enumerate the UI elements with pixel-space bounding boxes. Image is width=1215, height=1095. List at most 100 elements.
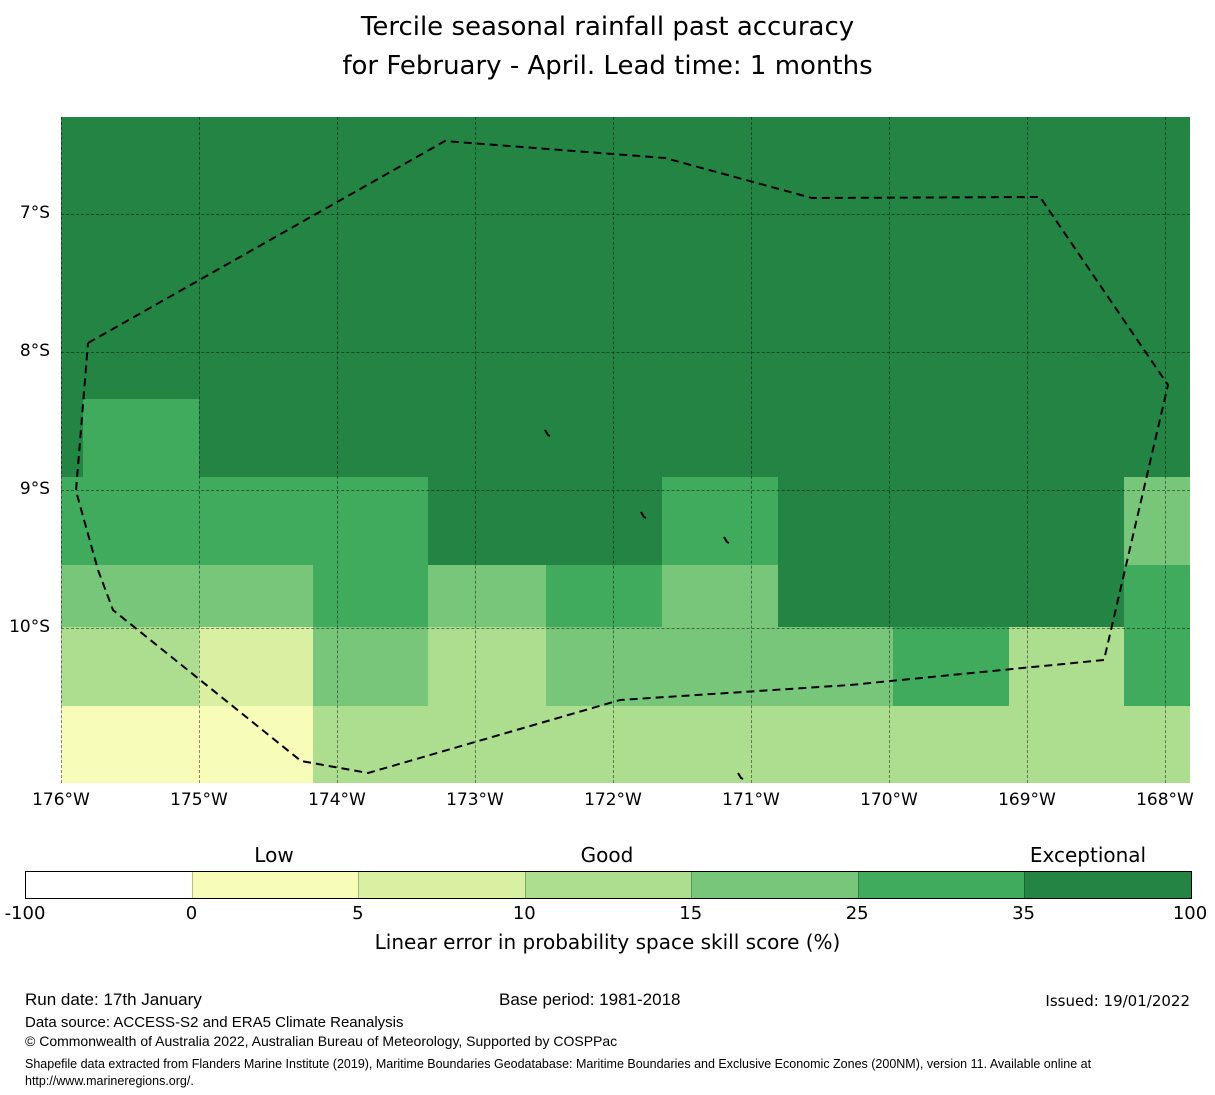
island-mark <box>640 511 647 519</box>
map-plot-area <box>61 117 1190 783</box>
map-grid-cell <box>893 627 1009 706</box>
chart-title: Tercile seasonal rainfall past accuracy … <box>0 8 1215 86</box>
map-grid-cell <box>546 399 662 477</box>
map-grid-cell <box>61 399 83 477</box>
longitude-gridline <box>199 117 200 783</box>
map-grid-cell <box>313 399 428 477</box>
longitude-tick-label: 168°W <box>1136 790 1194 810</box>
eez-dashed-boundary <box>74 139 1170 775</box>
longitude-tick-label: 170°W <box>860 790 918 810</box>
colorbar-category-low: Low <box>254 843 294 867</box>
map-grid-cell <box>1009 117 1124 399</box>
longitude-gridline <box>613 117 614 783</box>
map-grid-cell <box>1009 706 1124 783</box>
longitude-tick-label: 173°W <box>446 790 504 810</box>
run-date-text: Run date: 17th January <box>25 990 202 1009</box>
map-grid-cell <box>313 706 428 783</box>
map-grid-cell <box>428 117 546 399</box>
colorbar-bin-5-10 <box>358 872 525 898</box>
colorbar-tick-label: 100 <box>1172 903 1208 924</box>
map-grid-cell <box>778 706 893 783</box>
longitude-gridline <box>61 117 62 783</box>
map-grid-cell <box>61 117 83 399</box>
map-grid-cell <box>546 627 662 706</box>
map-grid-cell <box>893 117 1009 399</box>
longitude-gridline <box>475 117 476 783</box>
map-grid-cell <box>199 565 313 627</box>
map-grid-cell <box>199 706 313 783</box>
latitude-gridline <box>61 628 1190 629</box>
map-grid-cell <box>662 706 778 783</box>
map-grid-cell <box>313 565 428 627</box>
map-grid-cell <box>83 706 199 783</box>
map-grid-cell <box>546 565 662 627</box>
colorbar-tick-label: 25 <box>845 903 869 924</box>
map-grid-cell <box>1009 565 1124 627</box>
map-grid-cell <box>778 117 893 399</box>
longitude-gridline <box>1027 117 1028 783</box>
latitude-gridline <box>61 214 1190 215</box>
island-mark <box>723 536 730 544</box>
data-source-text: Data source: ACCESS-S2 and ERA5 Climate … <box>25 1014 404 1031</box>
map-grid-cell <box>83 627 199 706</box>
latitude-tick-label: 9°S <box>19 479 50 499</box>
longitude-tick-label: 171°W <box>722 790 780 810</box>
map-grid-cell <box>893 565 1009 627</box>
map-grid-cell <box>546 477 662 565</box>
map-grid-cell <box>313 627 428 706</box>
colorbar-tick-label: 35 <box>1012 903 1036 924</box>
latitude-tick-label: 7°S <box>19 203 50 223</box>
colorbar-axis-label: Linear error in probability space skill … <box>374 930 841 954</box>
colorbar-bin-35-100 <box>1024 872 1192 898</box>
longitude-gridline <box>1165 117 1166 783</box>
map-grid-cell <box>1124 477 1190 565</box>
map-grid-cell <box>61 706 83 783</box>
colorbar <box>25 871 1192 899</box>
longitude-gridline <box>751 117 752 783</box>
map-grid-cell <box>1009 627 1124 706</box>
map-grid-cell <box>61 565 83 627</box>
longitude-tick-label: 175°W <box>170 790 228 810</box>
map-grid-cell <box>83 399 199 477</box>
map-grid-cell <box>662 477 778 565</box>
map-grid-cell <box>61 627 83 706</box>
longitude-tick-label: 176°W <box>32 790 90 810</box>
colorbar-tick-label: 0 <box>185 903 198 924</box>
colorbar-bin-15-25 <box>691 872 858 898</box>
map-grid-cell <box>546 706 662 783</box>
map-grid-cell <box>1124 399 1190 477</box>
longitude-gridline <box>337 117 338 783</box>
map-grid-cell <box>199 477 313 565</box>
map-grid-cell <box>199 627 313 706</box>
map-grid-cell <box>428 477 546 565</box>
map-grid-cell <box>778 477 893 565</box>
longitude-tick-label: 169°W <box>998 790 1056 810</box>
colorbar-bin-25-35 <box>857 872 1025 898</box>
colorbar-tick-label: 5 <box>352 903 364 924</box>
map-grid-cell <box>83 565 199 627</box>
colorbar-category-exceptional: Exceptional <box>1029 843 1147 867</box>
map-grid-cell <box>893 399 1009 477</box>
map-grid-cell <box>199 399 313 477</box>
map-grid-cell <box>1124 565 1190 627</box>
latitude-tick-label: 8°S <box>19 341 50 361</box>
colorbar-bin--100-0 <box>26 872 192 898</box>
map-grid-cell <box>313 477 428 565</box>
map-grid-cell <box>428 627 546 706</box>
latitude-gridline <box>61 490 1190 491</box>
map-grid-cell <box>428 706 546 783</box>
map-grid-cell <box>1124 627 1190 706</box>
map-grid-cell <box>778 399 893 477</box>
map-grid-cell <box>428 399 546 477</box>
map-grid-cell <box>778 627 893 706</box>
map-grid-cell <box>428 565 546 627</box>
map-grid-cell <box>199 117 313 399</box>
map-grid-cell <box>893 706 1009 783</box>
shapefile-attribution-line2: http://www.marineregions.org/. <box>25 1074 194 1088</box>
map-grid-cell <box>83 117 199 399</box>
issued-date-text: Issued: 19/01/2022 <box>1045 992 1190 1010</box>
colorbar-bin-0-5 <box>191 872 359 898</box>
island-mark <box>544 429 551 437</box>
longitude-gridline <box>889 117 890 783</box>
